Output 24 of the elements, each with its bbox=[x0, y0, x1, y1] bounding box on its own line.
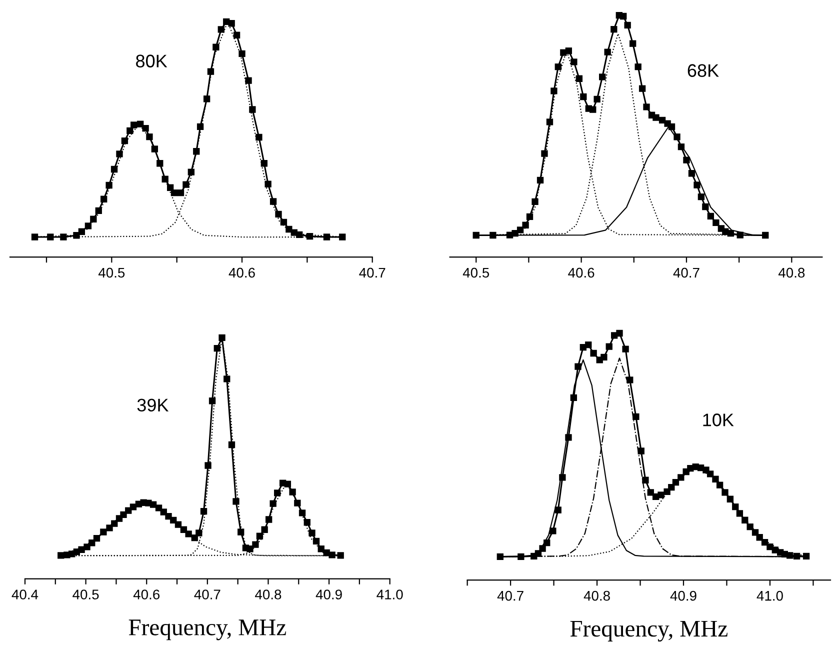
x-tick-label: 40.8 bbox=[255, 590, 282, 600]
x-tick-label: 40.6 bbox=[133, 590, 160, 600]
x-tick-label: 40.8 bbox=[584, 590, 610, 601]
x-tick-label: 40.6 bbox=[228, 268, 255, 278]
x-tick-label: 40.7 bbox=[194, 590, 220, 600]
x-tick-label: 40.4 bbox=[12, 590, 38, 600]
x-tick-label: 40.9 bbox=[670, 590, 696, 601]
x-tick-label: 40.5 bbox=[462, 268, 490, 278]
annotation: 80K bbox=[136, 54, 168, 68]
x-tick-label: 40.7 bbox=[673, 268, 700, 278]
annotation: 68K bbox=[688, 64, 719, 77]
x-tick-label: 40.5 bbox=[72, 590, 99, 600]
annotation: 39K bbox=[137, 398, 169, 412]
x-tick-label: 41.0 bbox=[756, 590, 783, 601]
x-tick-label: 40.7 bbox=[497, 590, 524, 601]
x-tick-label: 41.0 bbox=[376, 590, 403, 600]
x-tick-label: 40.5 bbox=[98, 268, 125, 278]
x-tick-label: 40.6 bbox=[568, 268, 594, 278]
x-tick-label: 40.9 bbox=[316, 590, 342, 600]
x-tick-label: 40.8 bbox=[778, 268, 805, 278]
x-axis-title: Frequency, MHz bbox=[570, 620, 728, 642]
annotation: 10K bbox=[703, 414, 734, 426]
x-axis-title: Frequency, MHz bbox=[128, 620, 286, 640]
x-tick-label: 40.7 bbox=[359, 268, 386, 278]
